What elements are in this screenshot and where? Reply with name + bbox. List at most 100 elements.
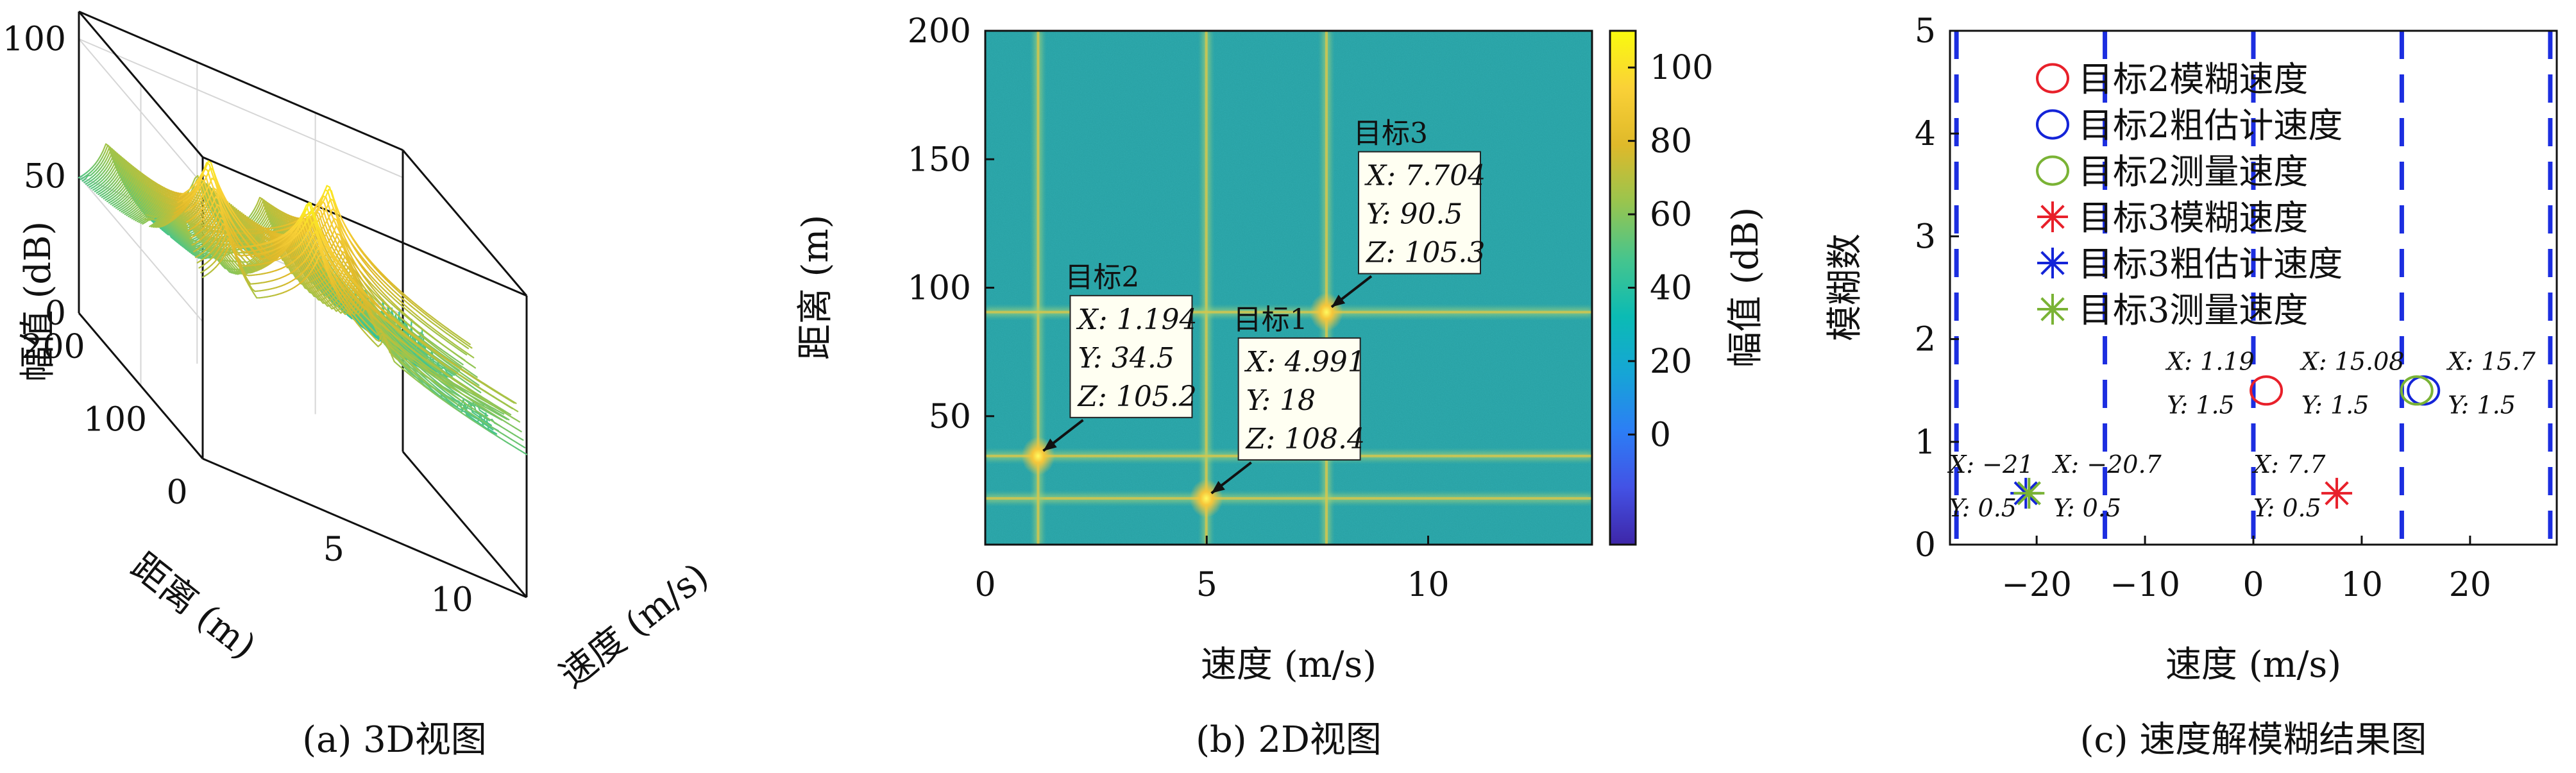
a-surface-segment xyxy=(84,175,89,180)
a-surface-segment xyxy=(321,210,326,216)
a-surface-segment xyxy=(173,225,177,232)
a-surface-segment xyxy=(106,156,111,163)
a-surface-segment xyxy=(122,176,126,182)
a-surface-segment xyxy=(270,221,275,228)
a-surface-segment xyxy=(330,200,334,208)
a-surface-segment xyxy=(468,345,473,349)
a-surface-segment xyxy=(183,232,188,238)
a-surface-segment xyxy=(149,189,154,196)
a-surface-segment xyxy=(253,246,257,253)
a-surface-segment xyxy=(262,209,267,217)
a-surface-segment xyxy=(284,228,289,234)
a-surface-segment xyxy=(255,218,260,224)
a-surface-segment xyxy=(158,206,162,211)
a-surface-segment xyxy=(120,158,124,167)
a-surface-segment xyxy=(340,223,345,230)
a-surface-segment xyxy=(167,203,173,210)
a-surface-segment xyxy=(353,248,359,254)
a-surface-segment xyxy=(157,208,161,216)
a-surface-segment xyxy=(123,183,127,189)
a-surface-segment xyxy=(363,253,368,259)
a-surface-segment xyxy=(150,181,155,189)
a-surface-segment xyxy=(118,157,123,166)
a-surface-segment xyxy=(134,185,139,192)
a-surface-segment xyxy=(281,212,285,221)
a-surface-segment xyxy=(123,169,127,176)
a-surface-segment xyxy=(114,162,118,169)
a-surface-segment xyxy=(153,183,158,191)
a-surface-segment xyxy=(470,355,475,359)
a-surface-segment xyxy=(265,203,269,212)
a-surface-segment xyxy=(180,233,185,239)
a-surface-segment xyxy=(325,216,329,225)
a-surface-segment xyxy=(129,166,133,174)
a-surface-segment xyxy=(184,240,189,246)
a-surface-segment xyxy=(187,222,192,228)
a-surface-segment xyxy=(160,203,165,211)
a-surface-segment xyxy=(178,228,182,235)
a-surface-segment xyxy=(182,220,187,228)
a-surface-segment xyxy=(288,216,292,224)
a-surface-segment xyxy=(272,207,276,216)
a-surface-segment xyxy=(306,235,310,244)
a-surface-segment xyxy=(137,180,141,187)
a-surface-segment xyxy=(242,220,247,228)
a-surface-segment xyxy=(112,174,117,180)
a-surface-segment xyxy=(118,173,123,180)
a-box-edge xyxy=(202,156,527,297)
a-surface-segment xyxy=(337,219,343,227)
a-surface-segment xyxy=(167,197,171,205)
a-surface-segment xyxy=(187,230,192,236)
a-surface-segment xyxy=(152,182,157,191)
a-surface-segment xyxy=(191,223,196,230)
a-surface-segment xyxy=(352,238,357,244)
a-surface-segment xyxy=(168,225,173,231)
a-box-edge xyxy=(78,11,204,158)
a-surface-segment xyxy=(193,245,198,251)
a-surface-segment xyxy=(248,213,253,219)
a-surface-segment xyxy=(155,196,160,204)
a-surface-segment xyxy=(357,252,361,258)
a-surface-segment xyxy=(257,219,262,225)
a-surface-segment xyxy=(108,172,113,177)
a-surface-segment xyxy=(177,217,182,225)
a-surface-segment xyxy=(162,188,167,196)
a-surface-segment xyxy=(177,225,182,232)
a-surface-segment xyxy=(176,228,181,234)
a-surface-segment xyxy=(259,237,264,244)
a-surface-segment xyxy=(106,146,110,155)
a-surface-segment xyxy=(257,206,262,213)
a-surface-segment xyxy=(261,200,266,209)
a-surface-segment xyxy=(359,254,364,259)
a-surface-segment xyxy=(320,267,325,273)
a-surface-segment xyxy=(156,205,161,210)
a-surface-segment xyxy=(185,230,191,236)
a-surface-segment xyxy=(185,238,190,244)
a-surface-segment xyxy=(158,202,163,210)
a-surface-segment xyxy=(102,160,106,166)
a-surface-segment xyxy=(462,352,468,356)
a-surface-segment xyxy=(102,143,107,151)
a-surface-segment xyxy=(155,184,160,192)
a-surface-segment xyxy=(96,161,101,167)
a-surface-segment xyxy=(276,218,281,225)
a-surface-segment xyxy=(317,205,321,210)
a-surface-segment xyxy=(271,215,276,223)
a-surface-segment xyxy=(466,341,471,345)
a-surface-segment xyxy=(131,176,136,183)
a-surface-segment xyxy=(268,220,273,226)
a-surface-segment xyxy=(134,169,139,178)
a-surface-segment xyxy=(187,239,191,245)
a-surface-segment xyxy=(120,174,124,181)
a-surface-segment xyxy=(130,183,135,189)
a-surface-segment xyxy=(155,192,159,199)
a-surface-segment xyxy=(250,214,255,220)
a-surface-segment xyxy=(350,259,355,264)
a-surface-segment xyxy=(335,208,340,218)
a-surface-segment xyxy=(183,225,188,232)
a-surface-segment xyxy=(169,191,174,200)
a-surface-segment xyxy=(286,215,291,223)
a-surface-segment xyxy=(196,234,201,240)
a-surface-segment xyxy=(182,224,186,231)
a-surface-segment xyxy=(113,152,117,161)
